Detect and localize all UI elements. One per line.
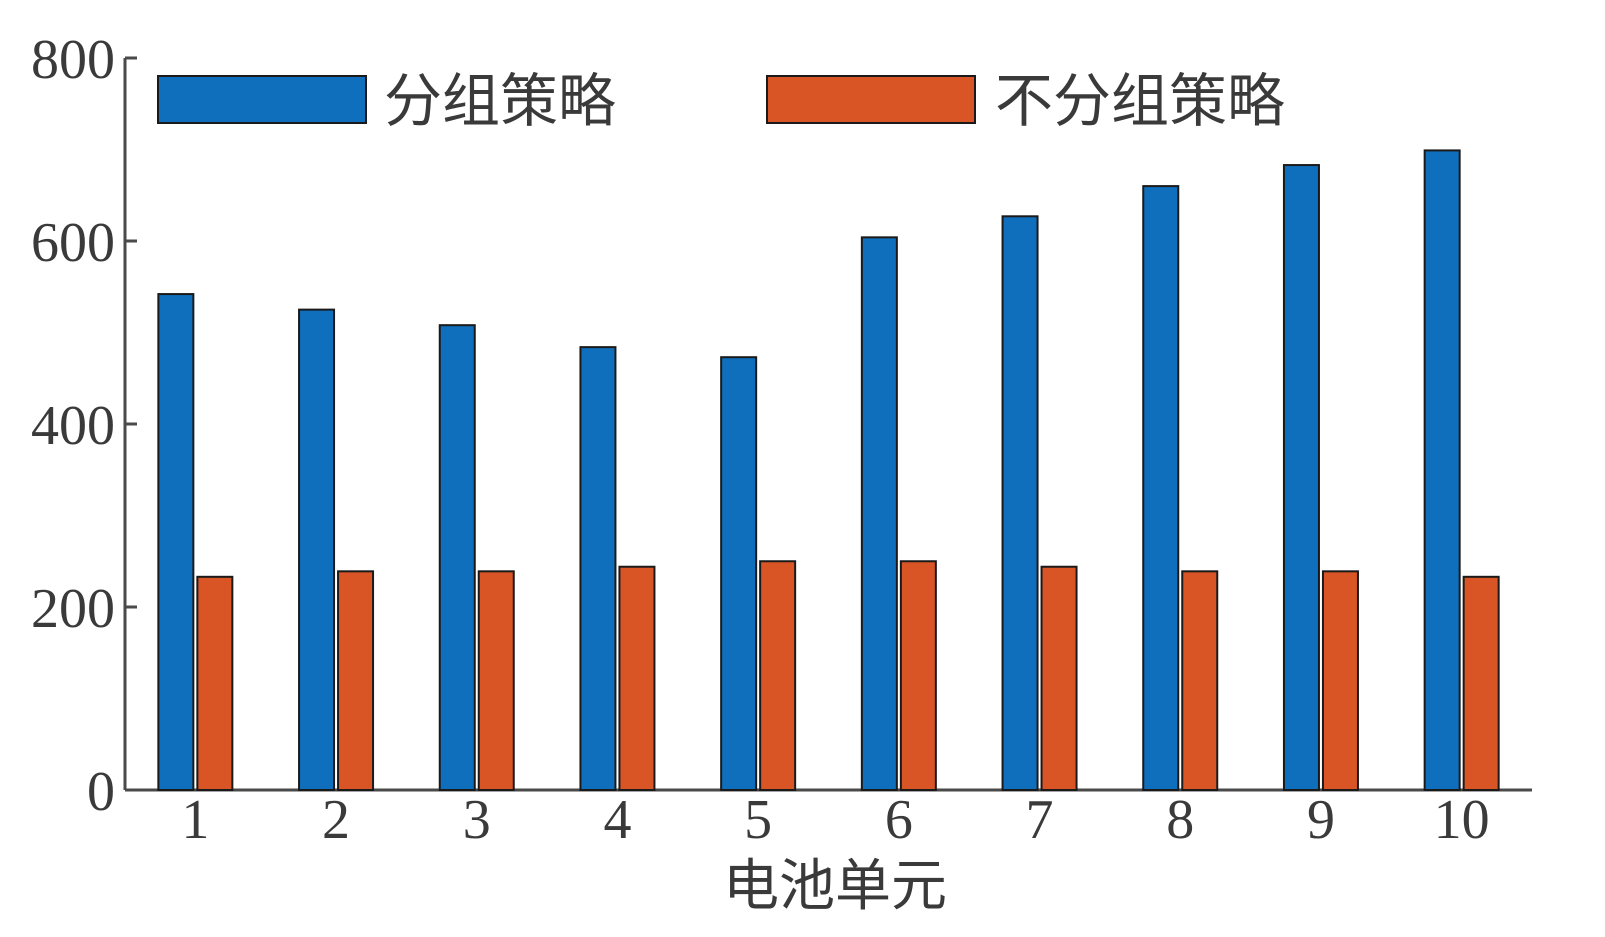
bar-ungrouped-1 bbox=[196, 575, 234, 791]
bar-grouped-10 bbox=[1423, 149, 1461, 792]
bar-ungrouped-2 bbox=[337, 570, 375, 791]
bar-ungrouped-3 bbox=[477, 570, 515, 791]
bar-grouped-4 bbox=[579, 346, 617, 791]
legend-label-2: 不分组策略 bbox=[995, 67, 1285, 135]
x-tick-label: 2 bbox=[322, 789, 350, 851]
x-tick-label: 4 bbox=[603, 789, 631, 851]
x-tick-label: 6 bbox=[885, 789, 913, 851]
tick-labels: 0 200 400 600 800 1 2 3 4 5 6 7 8 9 10 bbox=[31, 29, 1490, 851]
x-tick-label: 10 bbox=[1434, 789, 1490, 851]
x-tick-label: 5 bbox=[744, 789, 772, 851]
axes bbox=[123, 56, 1532, 792]
bar-ungrouped-6 bbox=[899, 560, 937, 791]
bar-grouped-2 bbox=[298, 308, 336, 791]
legend-swatch-1 bbox=[157, 75, 367, 124]
y-tick-label: 0 bbox=[87, 761, 115, 823]
bar-ungrouped-9 bbox=[1321, 570, 1359, 791]
x-tick-label: 9 bbox=[1307, 789, 1335, 851]
y-tick-label: 400 bbox=[31, 395, 115, 457]
legend-swatch-2 bbox=[766, 75, 976, 124]
bar-grouped-6 bbox=[860, 236, 898, 791]
bar-grouped-7 bbox=[1001, 215, 1039, 792]
bar-grouped-9 bbox=[1282, 164, 1320, 791]
x-tick-label: 7 bbox=[1026, 789, 1054, 851]
x-axis-title: 电池单元 bbox=[723, 854, 947, 919]
y-tick-label: 600 bbox=[31, 212, 115, 274]
legend: 分组策略 不分组策略 bbox=[157, 67, 1285, 135]
x-tick-label: 8 bbox=[1166, 789, 1194, 851]
bar-grouped-3 bbox=[438, 324, 476, 791]
bar-ungrouped-7 bbox=[1040, 565, 1078, 791]
bar-grouped-1 bbox=[157, 293, 195, 791]
y-tick-label: 200 bbox=[31, 578, 115, 640]
bar-ungrouped-8 bbox=[1181, 570, 1219, 791]
bar-grouped-8 bbox=[1142, 185, 1180, 792]
bars bbox=[157, 149, 1500, 792]
x-tick-label: 1 bbox=[181, 789, 209, 851]
bar-ungrouped-4 bbox=[618, 565, 656, 791]
bar-grouped-5 bbox=[720, 356, 758, 791]
y-tick-label: 800 bbox=[31, 29, 115, 91]
legend-label-1: 分组策略 bbox=[384, 67, 616, 135]
bar-ungrouped-5 bbox=[759, 560, 797, 791]
bar-ungrouped-10 bbox=[1462, 575, 1500, 791]
x-tick-label: 3 bbox=[463, 789, 491, 851]
